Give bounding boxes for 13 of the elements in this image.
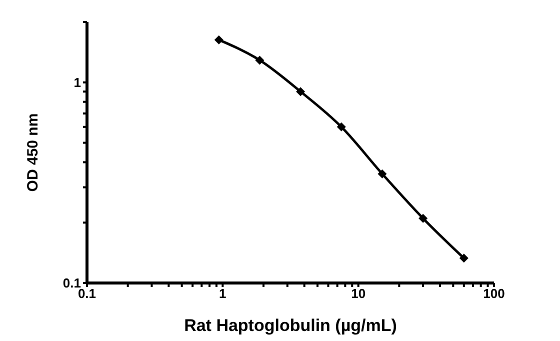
x-tick-label: 1: [219, 286, 226, 302]
point: [418, 214, 428, 223]
x-tick-label: 100: [483, 286, 505, 302]
x-tick-label: 0.1: [78, 286, 96, 302]
point: [255, 56, 264, 65]
point: [459, 254, 468, 263]
point: [214, 35, 224, 44]
y-axis-title: OD 450 nm: [24, 113, 42, 192]
x-axis-title: Rat Haptoglobulin (µg/mL): [184, 316, 397, 335]
x-tick-label: 10: [351, 286, 366, 302]
point: [336, 122, 346, 132]
point: [378, 169, 387, 178]
point: [296, 87, 306, 96]
